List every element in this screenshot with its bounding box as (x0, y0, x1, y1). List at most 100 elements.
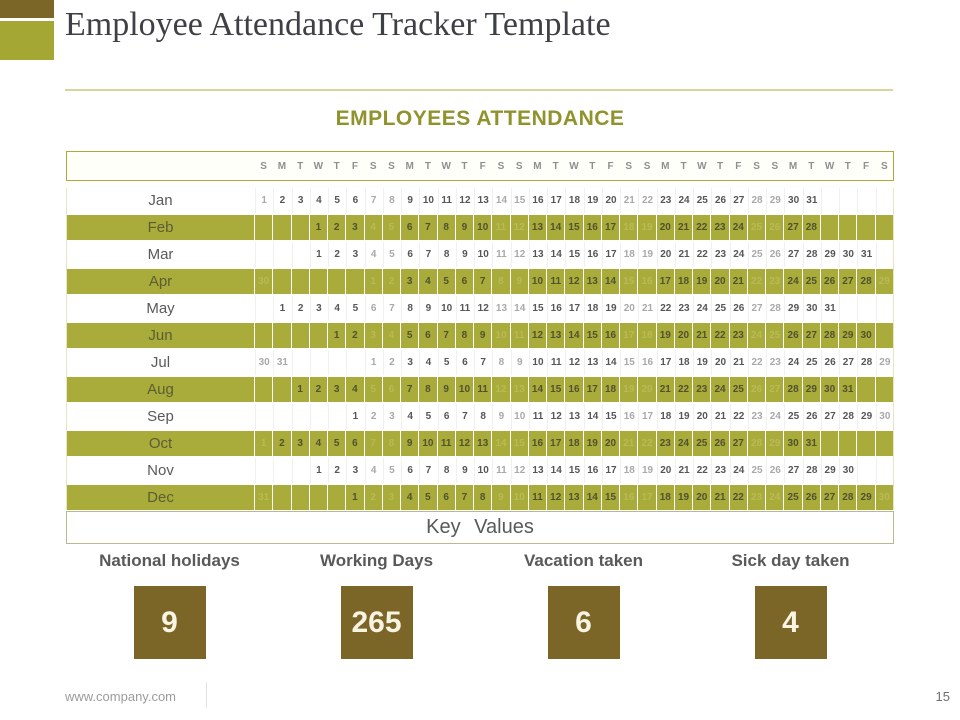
day-cell: 22 (693, 458, 710, 483)
day-header-letter: S (388, 160, 395, 172)
day-cell: 5 (419, 485, 437, 510)
day-cell: 11 (510, 323, 528, 348)
day-cell: 10 (437, 296, 455, 321)
day-cell: 13 (492, 296, 509, 321)
day-cell (309, 269, 328, 294)
day-cell: 28 (784, 377, 802, 402)
day-cell: 27 (839, 269, 857, 294)
day-cell: 8 (437, 458, 455, 483)
day-cell: 13 (528, 458, 546, 483)
day-cell: 13 (528, 242, 546, 267)
day-cell: 29 (857, 485, 875, 510)
day-cell: 10 (474, 242, 491, 267)
day-cell: 8 (474, 404, 491, 429)
month-row-oct: Oct 1 2 3 4 5 6 7 8 9 10 11 12 13 14 15 16 17 18 19 20 21 22 23… (67, 431, 893, 456)
day-cell: 9 (419, 296, 436, 321)
day-cell: 27 (766, 377, 784, 402)
day-cell (273, 323, 291, 348)
day-cell: 21 (638, 296, 655, 321)
day-cell: 27 (747, 296, 765, 321)
day-cell: 30 (875, 485, 893, 510)
day-cell (875, 323, 893, 348)
day-cell: 30 (875, 404, 893, 429)
day-cell: 18 (565, 188, 582, 213)
day-cell: 22 (638, 431, 656, 456)
day-cell: 1 (309, 242, 327, 267)
day-header-letter: F (735, 160, 742, 172)
day-cell (875, 188, 893, 213)
day-cell (328, 269, 346, 294)
day-cell: 7 (474, 350, 491, 375)
day-cell: 29 (820, 458, 838, 483)
day-cell: 7 (419, 458, 436, 483)
day-cell: 5 (382, 215, 401, 240)
day-cell: 3 (346, 458, 363, 483)
day-cell: 16 (528, 431, 547, 456)
day-cell: 22 (656, 296, 674, 321)
day-cell: 21 (656, 377, 674, 402)
day-cell (820, 215, 839, 240)
day-header-letter: T (297, 160, 304, 172)
day-cell: 25 (729, 377, 747, 402)
month-label: Feb (67, 215, 254, 240)
day-cell: 15 (547, 377, 565, 402)
day-header-letter: S (753, 160, 760, 172)
day-cell: 18 (638, 323, 656, 348)
day-cell: 5 (437, 350, 455, 375)
day-cell: 26 (766, 458, 783, 483)
day-cell: 21 (620, 431, 638, 456)
day-cell: 20 (656, 458, 674, 483)
day-cell: 24 (747, 323, 766, 348)
day-cell: 24 (784, 350, 801, 375)
day-cell: 21 (729, 269, 747, 294)
day-cell: 6 (364, 296, 382, 321)
month-label: Jan (148, 192, 173, 209)
stat-label: Vacation taken (523, 551, 644, 570)
day-header-letter: M (661, 160, 670, 172)
day-cell: 23 (711, 215, 729, 240)
day-cell: 28 (857, 269, 875, 294)
day-cell: 10 (528, 350, 546, 375)
day-cell: 9 (401, 188, 418, 213)
day-cell: 3 (346, 242, 363, 267)
day-cell (273, 215, 291, 240)
day-cell (328, 350, 345, 375)
day-cell: 10 (455, 377, 474, 402)
day-cell: 15 (528, 296, 546, 321)
day-header-letter: T (680, 160, 687, 172)
day-cell: 20 (711, 269, 729, 294)
day-cell: 2 (273, 431, 291, 456)
day-cell: 12 (510, 242, 528, 267)
day-cell: 24 (693, 296, 710, 321)
day-cell: 1 (309, 215, 328, 240)
day-cell: 7 (364, 188, 382, 213)
stat-vacation-taken: Vacation taken 6 (480, 551, 687, 659)
day-cell: 29 (839, 323, 857, 348)
day-cell: 2 (364, 485, 382, 510)
day-cell: 14 (492, 188, 509, 213)
day-cell (839, 431, 857, 456)
day-cell (309, 485, 328, 510)
day-cell: 23 (711, 458, 728, 483)
stat-value: 6 (575, 605, 592, 639)
day-cell: 9 (510, 269, 528, 294)
stats-row: National holidays 9 Working Days 265 Vac… (66, 551, 894, 659)
day-cell: 8 (419, 377, 437, 402)
day-header-letter: S (881, 160, 888, 172)
page-number: 15 (935, 689, 950, 704)
day-cell: 16 (583, 215, 601, 240)
day-cell: 12 (528, 323, 547, 348)
day-cell: 27 (729, 188, 747, 213)
day-cell: 29 (766, 188, 783, 213)
day-cell: 26 (820, 350, 838, 375)
day-cell: 29 (766, 431, 784, 456)
day-cell: 13 (565, 404, 582, 429)
day-cell: 26 (766, 242, 783, 267)
day-cell: 7 (419, 242, 436, 267)
day-cell: 31 (802, 431, 820, 456)
day-header-letter: W (313, 160, 324, 172)
day-cell (291, 323, 309, 348)
day-cell: 14 (601, 269, 620, 294)
day-cell: 21 (711, 404, 728, 429)
day-cell: 14 (547, 458, 564, 483)
